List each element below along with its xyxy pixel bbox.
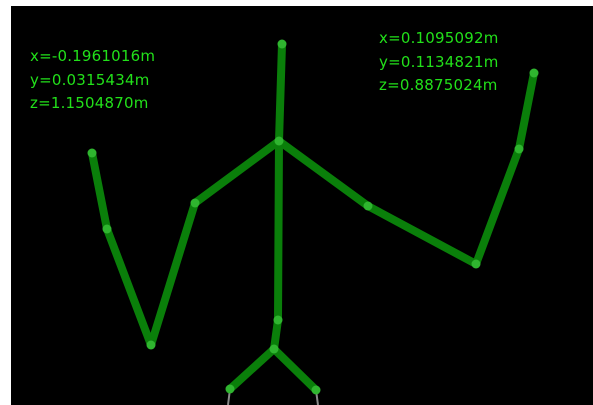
joint-left-wrist xyxy=(103,225,112,234)
bone-right-leg xyxy=(274,349,316,390)
left-hand-x: x=-0.1961016m xyxy=(30,45,155,69)
right-hand-y: y=0.1134821m xyxy=(379,51,499,75)
left-hand-readout: x=-0.1961016m y=0.0315434m z=1.1504870m xyxy=(30,45,155,116)
bone-head-neck xyxy=(279,44,282,141)
joint-right-wrist xyxy=(515,145,524,154)
right-hand-x: x=0.1095092m xyxy=(379,27,499,51)
left-hand-z: z=1.1504870m xyxy=(30,92,155,116)
joint-left-hand xyxy=(88,149,97,158)
bone-right-upper-arm xyxy=(368,206,476,264)
bone-right-shoulder xyxy=(279,141,368,206)
bone-spine xyxy=(278,141,279,320)
bone-right-forearm xyxy=(476,149,519,264)
joint-left-hip xyxy=(226,385,235,394)
right-hand-readout: x=0.1095092m y=0.1134821m z=0.8875024m xyxy=(379,27,499,98)
bone-left-upper-arm xyxy=(151,203,195,345)
joint-right-hand xyxy=(530,69,539,78)
bone-left-shoulder xyxy=(195,141,279,203)
left-hand-y: y=0.0315434m xyxy=(30,69,155,93)
joint-head xyxy=(278,40,287,49)
bone-left-hand xyxy=(92,153,107,229)
joint-left-shoulder xyxy=(191,199,200,208)
joint-right-elbow xyxy=(472,260,481,269)
skeleton-viewport: x=-0.1961016m y=0.0315434m z=1.1504870m … xyxy=(11,6,593,405)
foot-lines xyxy=(228,389,318,405)
joint-left-elbow xyxy=(147,341,156,350)
bone-left-leg xyxy=(230,349,274,389)
joint-hip-center xyxy=(270,345,279,354)
right-hand-z: z=0.8875024m xyxy=(379,74,499,98)
joint-shoulder-center xyxy=(275,137,284,146)
bone-right-hand xyxy=(519,73,534,149)
bone-left-forearm xyxy=(107,229,151,345)
joint-right-shoulder xyxy=(364,202,373,211)
joint-spine xyxy=(274,316,283,325)
joint-right-hip xyxy=(312,386,321,395)
